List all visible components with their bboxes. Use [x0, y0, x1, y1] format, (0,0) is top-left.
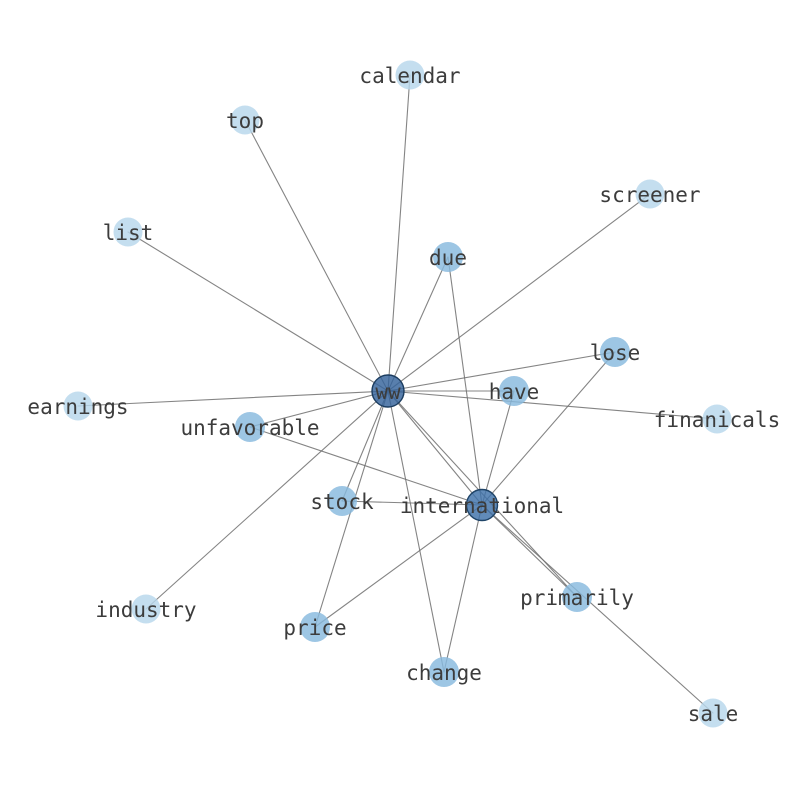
node-have	[499, 376, 529, 406]
edge-international-price	[314, 504, 483, 628]
node-ww	[371, 374, 405, 408]
node-due	[433, 242, 463, 272]
edge-international-due	[447, 256, 483, 506]
node-primarily	[562, 582, 592, 612]
edge-ww-top	[244, 119, 389, 392]
node-sale	[698, 698, 728, 728]
edge-ww-change	[387, 390, 445, 673]
node-change	[429, 657, 459, 687]
edge-international-change	[443, 504, 483, 673]
node-lose	[600, 337, 630, 367]
edge-international-primarily	[481, 504, 578, 598]
node-price	[300, 612, 330, 642]
edge-international-stock	[341, 500, 483, 506]
node-screener	[635, 179, 665, 209]
node-industry	[131, 594, 161, 624]
node-unfavorable	[235, 412, 265, 442]
edge-ww-unfavorable	[249, 390, 389, 428]
node-international	[465, 488, 499, 522]
edge-international-lose	[481, 351, 616, 506]
node-earnings	[63, 391, 93, 421]
edge-international-sale	[481, 504, 714, 714]
edge-ww-stock	[341, 390, 389, 502]
edge-international-unfavorable	[249, 426, 483, 506]
edge-ww-screener	[387, 193, 651, 392]
edge-ww-lose	[387, 351, 616, 392]
node-top	[230, 105, 260, 135]
edge-ww-finanicals	[387, 390, 718, 420]
node-finanicals	[702, 404, 732, 434]
edge-ww-due	[387, 256, 449, 392]
node-stock	[327, 486, 357, 516]
edge-ww-industry	[145, 390, 389, 610]
edge-ww-calendar	[387, 74, 411, 392]
edge-international-have	[481, 390, 515, 506]
edge-ww-list	[127, 231, 389, 392]
edge-ww-earnings	[77, 390, 389, 407]
node-list	[113, 217, 143, 247]
node-calendar	[395, 60, 425, 90]
edge-ww-international	[387, 390, 483, 506]
nodes-layer	[63, 60, 732, 728]
